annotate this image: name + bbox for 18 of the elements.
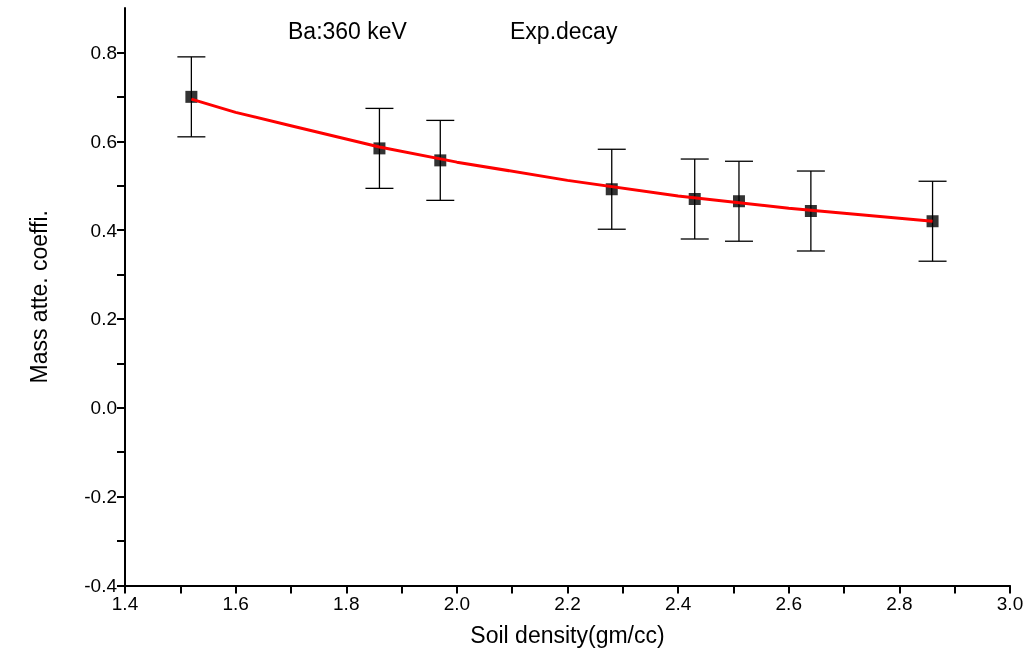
x-tick-label: 2.2 xyxy=(554,592,581,614)
y-tick-label: 0.0 xyxy=(90,397,117,419)
y-tick-label: -0.2 xyxy=(84,486,117,508)
x-tick-label: 2.4 xyxy=(664,592,692,614)
x-tick-label: 2.8 xyxy=(886,592,913,614)
chart-subtitle: Exp.decay xyxy=(510,17,618,44)
x-tick-label: 3.0 xyxy=(996,592,1024,614)
x-tick-label: 1.8 xyxy=(333,592,360,614)
y-tick-label: 0.6 xyxy=(90,130,117,152)
x-tick-label: 2.0 xyxy=(443,592,471,614)
x-tick-label: 2.6 xyxy=(775,592,802,614)
y-tick-label: 0.4 xyxy=(90,219,118,241)
x-tick-label: 1.6 xyxy=(222,592,249,614)
x-axis-title: Soil density(gm/cc) xyxy=(470,622,665,648)
chart-title: Ba:360 keV xyxy=(288,17,408,44)
y-tick-label: 0.8 xyxy=(90,41,117,63)
y-tick-label: 0.2 xyxy=(90,308,117,330)
y-axis-title: Mass atte. coeffi. xyxy=(25,210,52,384)
